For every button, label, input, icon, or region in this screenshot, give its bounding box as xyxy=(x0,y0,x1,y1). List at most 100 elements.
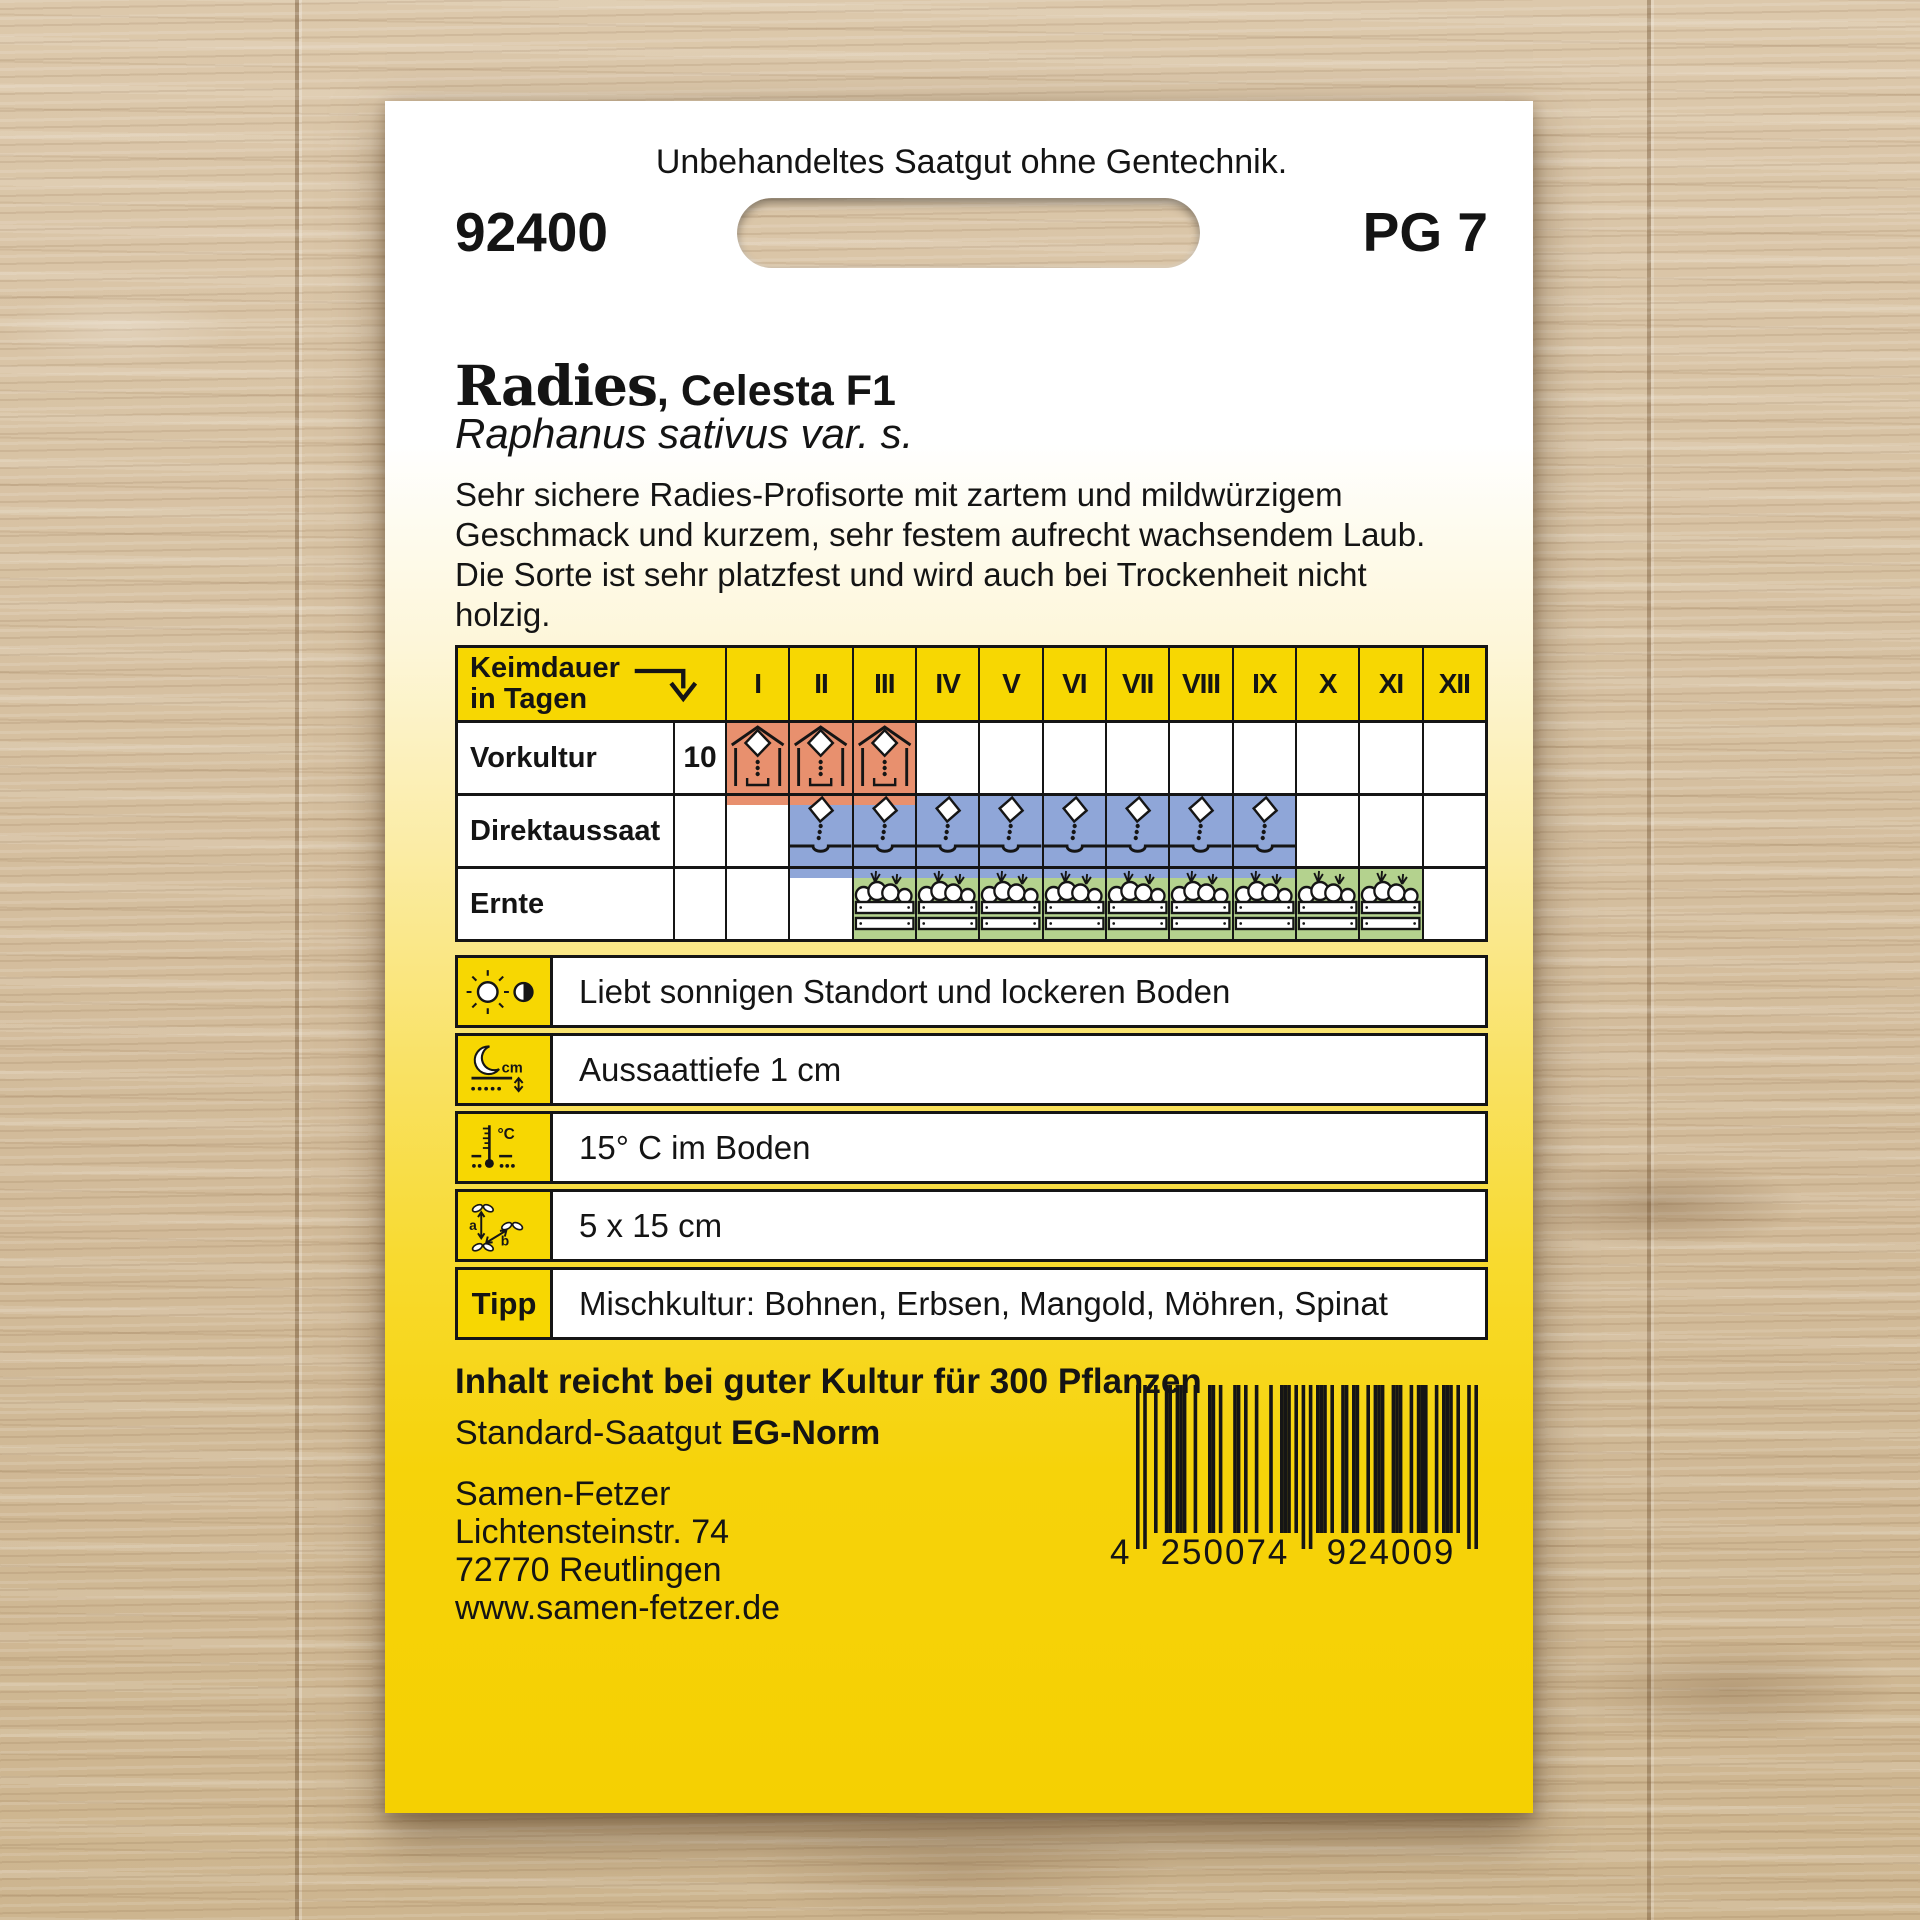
calendar-cell-direktaussaat-IV xyxy=(914,796,979,866)
month-header-I: I xyxy=(725,648,789,720)
germination-label: Keimdauer in Tagen xyxy=(470,653,620,715)
bent-down-arrow-icon xyxy=(634,668,698,703)
calendar-cell-direktaussaat-II xyxy=(788,796,852,866)
address-block: Samen-Fetzer Lichtensteinstr. 74 72770 R… xyxy=(455,1475,1488,1627)
row-label-vorkultur: Vorkultur xyxy=(458,723,673,793)
culture-info-table: Liebt sonnigen Standort und lockeren Bod… xyxy=(455,955,1488,1340)
month-header-V: V xyxy=(978,648,1042,720)
greenhouse-sowing-icon xyxy=(730,725,785,787)
direct-sowing-icon xyxy=(1106,796,1169,853)
barcode-lead-digit: 4 xyxy=(1110,1533,1132,1572)
seed-standard-norm: EG-Norm xyxy=(730,1414,881,1452)
calendar-cell-direktaussaat-VII xyxy=(1104,796,1169,866)
calendar-header-row: Keimdauer in Tagen I II III IV V VI VII VIII IX X… xyxy=(458,648,1485,720)
harvest-crate-icon xyxy=(981,870,1041,931)
calendar-row-vorkultur: Vorkultur 10 xyxy=(458,720,1485,793)
description-line: Sehr sichere Radies-Profisorte mit zarte… xyxy=(455,476,1343,513)
month-header-VIII: VIII xyxy=(1168,648,1232,720)
greenhouse-sowing-icon xyxy=(857,725,911,787)
address-city: 72770 Reutlingen xyxy=(455,1551,722,1589)
germination-label-line1: Keimdauer xyxy=(470,652,620,684)
description-line: holzig. xyxy=(455,596,551,633)
calendar-cell-vorkultur-VIII xyxy=(1168,723,1231,793)
germination-days-value: 10 xyxy=(673,723,725,793)
calendar-cell-ernte-IV xyxy=(914,869,979,939)
variety-name: , Celesta F1 xyxy=(656,367,896,415)
sun-day-icon xyxy=(458,958,553,1025)
yield-note: Inhalt reicht bei guter Kultur für 300 P… xyxy=(455,1362,1202,1401)
direct-sowing-icon xyxy=(1170,796,1232,853)
info-row-tipp: Tipp Mischkultur: Bohnen, Erbsen, Mangol… xyxy=(455,1267,1488,1340)
calendar-cell-ernte-VIII xyxy=(1168,869,1232,939)
svg-text:a: a xyxy=(469,1217,477,1233)
info-text-sun: Liebt sonnigen Standort und lockeren Bod… xyxy=(579,972,1231,1010)
calendar-cell-vorkultur-X xyxy=(1294,723,1358,793)
seed-standard-prefix: Standard-Saatgut xyxy=(455,1414,731,1452)
product-title: Radies, Celesta F1 xyxy=(455,353,1488,418)
calendar-cell-direktaussaat-X xyxy=(1294,796,1358,866)
price-group: PG 7 xyxy=(1362,201,1488,263)
info-text-spacing: 5 x 15 cm xyxy=(579,1206,723,1244)
calendar-cell-vorkultur-V xyxy=(978,723,1041,793)
barcode-left-group: 250074 xyxy=(1160,1533,1290,1572)
info-row-depth: cm Aussaattiefe 1 cm xyxy=(455,1033,1488,1106)
direct-sowing-icon xyxy=(916,796,979,853)
seed-packet-back: Unbehandeltes Saatgut ohne Gentechnik. 9… xyxy=(385,101,1533,1813)
description-line: Geschmack und kurzem, sehr festem aufrec… xyxy=(455,516,1426,553)
calendar-cell-ernte-II xyxy=(788,869,851,939)
code-row: 92400 PG 7 xyxy=(455,203,1488,271)
calendar-cell-vorkultur-III xyxy=(851,723,915,793)
svg-text:°C: °C xyxy=(498,1126,515,1143)
calendar-cell-ernte-V xyxy=(978,869,1042,939)
month-header-VI: VI xyxy=(1041,648,1105,720)
direct-sowing-icon xyxy=(1233,796,1295,853)
days-cell-empty xyxy=(673,796,725,866)
direct-sowing-icon xyxy=(980,796,1042,853)
calendar-cell-vorkultur-VI xyxy=(1041,723,1105,793)
calendar-cell-direktaussaat-IX xyxy=(1231,796,1295,866)
calendar-cell-direktaussaat-III xyxy=(851,796,915,866)
month-header-II: II xyxy=(788,648,852,720)
calendar-row-direktaussaat: Direktaussaat xyxy=(458,793,1485,866)
germination-label-line2: in Tagen xyxy=(470,683,588,715)
description: Sehr sichere Radies-Profisorte mit zarte… xyxy=(455,475,1488,635)
month-header-IX: IX xyxy=(1231,648,1295,720)
barcode-right-group: 924009 xyxy=(1326,1533,1456,1572)
calendar-cell-vorkultur-I xyxy=(725,723,789,793)
row-label-ernte: Ernte xyxy=(458,869,673,939)
calendar-cell-vorkultur-VII xyxy=(1104,723,1168,793)
greenhouse-sowing-icon xyxy=(794,725,848,787)
calendar-cell-direktaussaat-VI xyxy=(1041,796,1105,866)
svg-text:b: b xyxy=(501,1232,509,1248)
calendar-cell-ernte-I xyxy=(725,869,788,939)
direct-sowing-icon xyxy=(790,796,852,853)
plant-spacing-icon: a b xyxy=(458,1192,553,1259)
month-header-VII: VII xyxy=(1104,648,1169,720)
info-row-spacing: a b 5 x 15 cm xyxy=(455,1189,1488,1262)
calendar-cell-direktaussaat-XII xyxy=(1421,796,1485,866)
calendar-cell-ernte-III xyxy=(851,869,915,939)
svg-text:cm: cm xyxy=(502,1060,523,1076)
month-header-X: X xyxy=(1294,648,1359,720)
month-header-XII: XII xyxy=(1421,648,1485,720)
harvest-crate-icon xyxy=(1044,870,1105,931)
calendar-cell-direktaussaat-XI xyxy=(1358,796,1421,866)
calendar-cell-vorkultur-IX xyxy=(1231,723,1295,793)
calendar-cell-ernte-XII xyxy=(1421,869,1485,939)
info-text-tipp: Mischkultur: Bohnen, Erbsen, Mangold, Mö… xyxy=(579,1284,1388,1322)
soil-temperature-icon: °C xyxy=(458,1114,553,1181)
harvest-crate-icon xyxy=(854,870,915,931)
calendar-cell-direktaussaat-VIII xyxy=(1168,796,1232,866)
seed-standard: Standard-Saatgut EG-Norm xyxy=(455,1413,1488,1453)
address-website: www.samen-fetzer.de xyxy=(455,1589,781,1627)
days-cell-empty xyxy=(673,869,725,939)
row-label-direktaussaat: Direktaussaat xyxy=(458,796,673,866)
calendar-cell-vorkultur-IV xyxy=(914,723,978,793)
harvest-crate-icon xyxy=(917,870,978,931)
address-company: Samen-Fetzer xyxy=(455,1475,671,1513)
sowing-calendar: Keimdauer in Tagen I II III IV V VI VII VIII IX X… xyxy=(455,645,1488,942)
month-header-IV: IV xyxy=(914,648,979,720)
calendar-cell-ernte-IX xyxy=(1231,869,1295,939)
info-text-depth: Aussaattiefe 1 cm xyxy=(579,1050,842,1088)
